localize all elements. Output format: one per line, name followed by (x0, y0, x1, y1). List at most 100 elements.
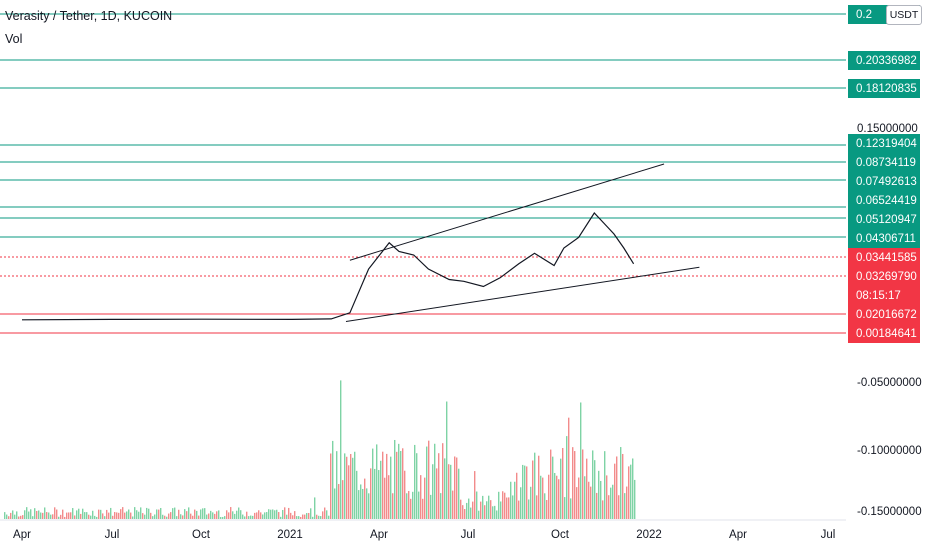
volume-bar (430, 494, 432, 519)
volume-bar (366, 488, 368, 519)
volume-bar (432, 464, 434, 519)
volume-bar (310, 508, 312, 519)
trend-line (349, 163, 665, 261)
price-label-box (848, 305, 920, 324)
volume-bar (94, 515, 96, 519)
volume-bar (20, 515, 22, 519)
volume-bar (400, 451, 402, 519)
volume-bar (246, 511, 248, 519)
price-label-box (848, 172, 920, 191)
volume-bar (370, 468, 372, 519)
volume-bar (504, 492, 506, 519)
volume-bar (86, 512, 88, 519)
time-axis: Apr Jul Oct 2021 Apr Jul Oct 2022 Apr Jul (0, 519, 846, 541)
volume-bar (596, 492, 598, 519)
volume-bar (630, 464, 632, 519)
volume-bar (58, 516, 60, 519)
x-tick-label: Apr (13, 529, 31, 541)
volume-bar (52, 514, 54, 519)
volume-bar (442, 443, 444, 519)
volume-bar (306, 513, 308, 519)
volume-bar (244, 516, 246, 519)
volume-bar (6, 514, 8, 519)
price-label-text: 0.04306711 (856, 233, 916, 245)
volume-bar (600, 480, 602, 519)
volume-bar (168, 513, 170, 519)
trend-lines (345, 163, 700, 322)
volume-bar (512, 495, 514, 519)
volume-bar (544, 493, 546, 519)
price-label-text: 0.00184641 (856, 328, 917, 340)
volume-bar (632, 458, 634, 519)
volume-bar (84, 512, 86, 519)
volume-bar (436, 468, 438, 519)
volume-bar (352, 457, 354, 519)
price-label-box (848, 229, 920, 248)
volume-bar (286, 514, 288, 519)
volume-bar (516, 472, 518, 519)
volume-bar (522, 464, 524, 519)
volume-bar (296, 516, 298, 519)
volume-bar (242, 514, 244, 519)
price-label-box (848, 191, 920, 210)
volume-bar (590, 486, 592, 519)
volume-bar (594, 460, 596, 519)
volume-bar (598, 470, 600, 519)
volume-bar (378, 470, 380, 519)
volume-bar (82, 508, 84, 519)
price-label-text: 0.03269790 (856, 271, 917, 283)
volume-bar (232, 511, 234, 519)
price-label-box (848, 324, 920, 343)
volume-bar (226, 510, 228, 519)
volume-bar (416, 453, 418, 519)
volume-bar (28, 511, 30, 519)
volume-bar (534, 452, 536, 519)
volume-bar (562, 448, 564, 519)
volume-bar (22, 515, 24, 519)
volume-bar (218, 510, 220, 519)
volume-bar (578, 477, 580, 519)
volume-bars (4, 380, 636, 519)
volume-bar (358, 490, 360, 519)
volume-bar (362, 488, 364, 519)
volume-bar (46, 512, 48, 519)
volume-bar (228, 512, 230, 519)
volume-bar (560, 458, 562, 519)
price-label-box (848, 210, 920, 229)
volume-bar (392, 493, 394, 519)
volume-bar (374, 468, 376, 519)
volume-bar (72, 508, 74, 519)
volume-bar (458, 468, 460, 519)
volume-bar (268, 509, 270, 519)
volume-bar (318, 515, 320, 519)
price-label-text: 0.2 (856, 9, 872, 21)
volume-bar (582, 449, 584, 519)
price-label-text: 0.12319404 (856, 138, 917, 150)
volume-bar (434, 443, 436, 519)
volume-bar (558, 479, 560, 519)
x-tick-label: Oct (551, 529, 570, 541)
currency-button[interactable]: USDT (886, 5, 922, 25)
volume-bar (18, 516, 20, 519)
price-label-text: 0.07492613 (856, 176, 917, 188)
volume-bar (626, 486, 628, 519)
volume-bar (230, 507, 232, 519)
volume-bar (566, 436, 568, 519)
volume-bar (210, 510, 212, 519)
volume-bar (376, 444, 378, 519)
volume-bar (136, 510, 138, 519)
volume-bar (508, 497, 510, 519)
volume-bar (488, 495, 490, 519)
volume-bar (276, 509, 278, 519)
y-tick-label: -0.15000000 (857, 506, 922, 518)
volume-bar (620, 447, 622, 519)
volume-bar (92, 510, 94, 519)
volume-bar (100, 509, 102, 519)
volume-bar (552, 456, 554, 519)
volume-bar (490, 500, 492, 519)
volume-bar (576, 487, 578, 519)
volume-bar (616, 456, 618, 519)
volume-bar (556, 475, 558, 519)
